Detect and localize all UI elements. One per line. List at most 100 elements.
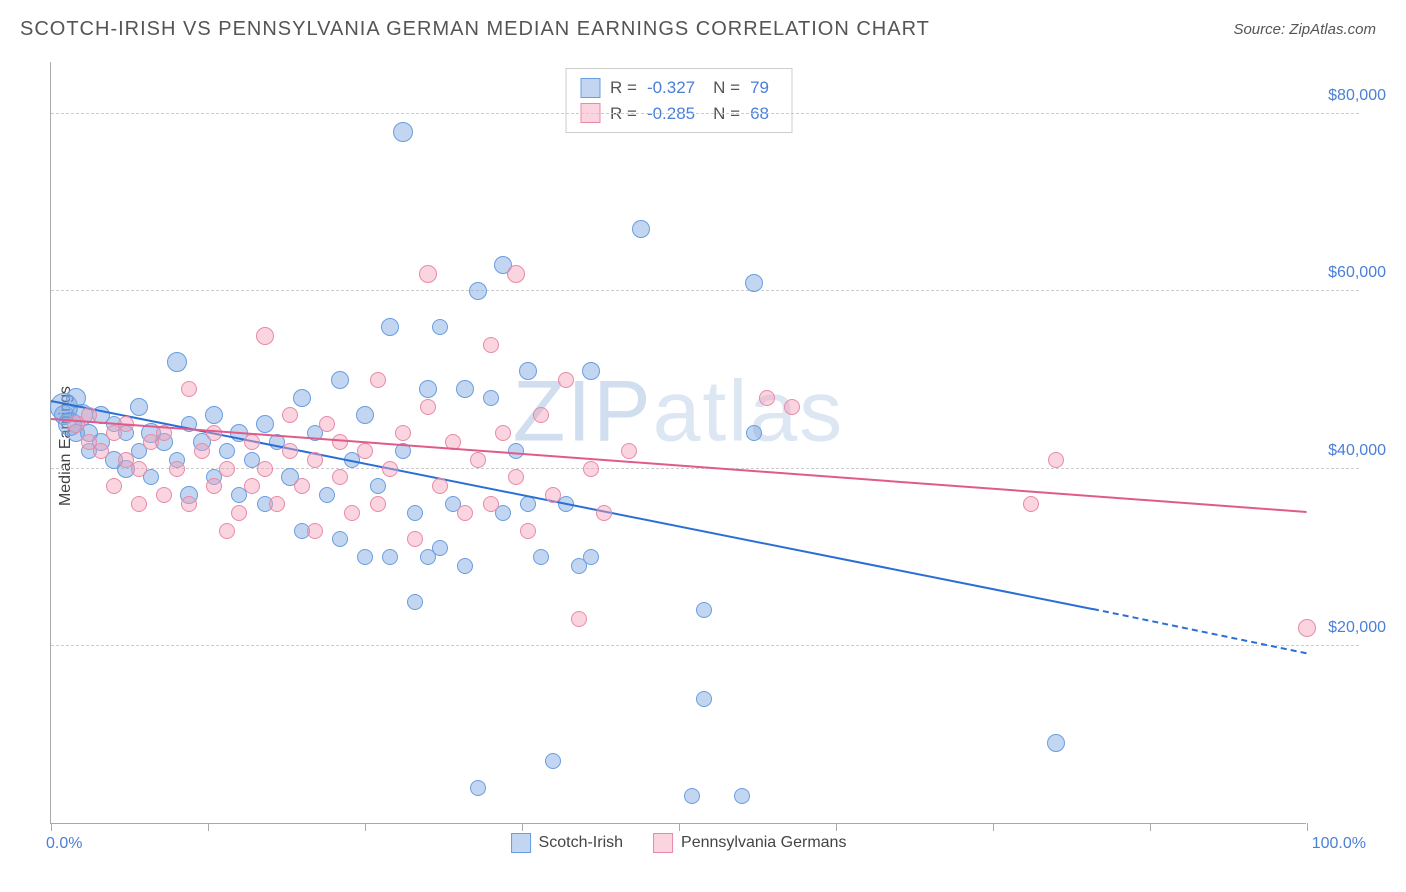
data-point — [393, 122, 413, 142]
trend-line-extrapolated — [1093, 608, 1307, 654]
data-point — [432, 319, 448, 335]
data-point — [583, 461, 599, 477]
data-point — [470, 780, 486, 796]
data-point — [457, 558, 473, 574]
data-point — [483, 390, 499, 406]
data-point — [545, 487, 561, 503]
data-point — [219, 523, 235, 539]
data-point — [344, 505, 360, 521]
gridline — [51, 113, 1359, 114]
data-point — [1023, 496, 1039, 512]
data-point — [131, 461, 147, 477]
data-point — [106, 478, 122, 494]
data-point — [519, 362, 537, 380]
x-tick — [208, 823, 209, 831]
data-point — [294, 478, 310, 494]
y-tick-label: $20,000 — [1328, 619, 1386, 637]
data-point — [470, 452, 486, 468]
data-point — [194, 443, 210, 459]
data-point — [181, 381, 197, 397]
data-point — [407, 594, 423, 610]
x-tick — [522, 823, 523, 831]
chart-plot-area: ZIPatlas R = -0.327N = 79R = -0.285N = 6… — [50, 62, 1306, 824]
data-point — [382, 461, 398, 477]
legend-swatch — [653, 833, 673, 853]
data-point — [244, 434, 260, 450]
data-point — [432, 540, 448, 556]
gridline — [51, 290, 1359, 291]
n-label: N = — [713, 75, 740, 101]
series-swatch — [580, 78, 600, 98]
data-point — [508, 469, 524, 485]
data-point — [632, 220, 650, 238]
data-point — [319, 487, 335, 503]
data-point — [734, 788, 750, 804]
legend-label: Pennsylvania Germans — [681, 834, 846, 852]
data-point — [332, 434, 348, 450]
x-tick — [365, 823, 366, 831]
data-point — [244, 478, 260, 494]
r-value: -0.327 — [647, 75, 695, 101]
data-point — [282, 443, 298, 459]
data-point — [206, 478, 222, 494]
data-point — [319, 416, 335, 432]
correlation-stats-box: R = -0.327N = 79R = -0.285N = 68 — [565, 68, 792, 133]
data-point — [331, 371, 349, 389]
r-label: R = — [610, 75, 637, 101]
x-tick — [1307, 823, 1308, 831]
data-point — [420, 399, 436, 415]
stats-row: R = -0.327 N = 79 — [580, 75, 777, 101]
data-point — [583, 549, 599, 565]
data-point — [696, 602, 712, 618]
data-point — [596, 505, 612, 521]
data-point — [282, 407, 298, 423]
x-axis-min-label: 0.0% — [46, 835, 82, 853]
legend-swatch — [511, 833, 531, 853]
data-point — [545, 753, 561, 769]
data-point — [483, 337, 499, 353]
data-point — [381, 318, 399, 336]
data-point — [370, 478, 386, 494]
data-point — [307, 452, 323, 468]
data-point — [558, 372, 574, 388]
n-value: 79 — [750, 75, 769, 101]
data-point — [370, 372, 386, 388]
legend-item: Scotch-Irish — [511, 833, 623, 853]
data-point — [370, 496, 386, 512]
data-point — [181, 496, 197, 512]
data-point — [507, 265, 525, 283]
data-point — [169, 461, 185, 477]
data-point — [571, 611, 587, 627]
data-point — [621, 443, 637, 459]
data-point — [356, 406, 374, 424]
data-point — [131, 496, 147, 512]
data-point — [419, 265, 437, 283]
data-point — [407, 505, 423, 521]
x-tick — [51, 823, 52, 831]
data-point — [1298, 619, 1316, 637]
data-point — [332, 531, 348, 547]
y-tick-label: $40,000 — [1328, 442, 1386, 460]
chart-title: SCOTCH-IRISH VS PENNSYLVANIA GERMAN MEDI… — [20, 18, 930, 41]
data-point — [533, 407, 549, 423]
data-point — [469, 282, 487, 300]
data-point — [696, 691, 712, 707]
legend-item: Pennsylvania Germans — [653, 833, 846, 853]
y-tick-label: $60,000 — [1328, 264, 1386, 282]
data-point — [257, 461, 273, 477]
data-point — [1048, 452, 1064, 468]
data-point — [419, 380, 437, 398]
data-point — [382, 549, 398, 565]
data-point — [93, 443, 109, 459]
data-point — [582, 362, 600, 380]
data-point — [483, 496, 499, 512]
data-point — [520, 523, 536, 539]
data-point — [456, 380, 474, 398]
data-point — [508, 443, 524, 459]
data-point — [407, 531, 423, 547]
x-tick — [993, 823, 994, 831]
data-point — [167, 352, 187, 372]
data-point — [219, 461, 235, 477]
data-point — [231, 505, 247, 521]
data-point — [130, 398, 148, 416]
